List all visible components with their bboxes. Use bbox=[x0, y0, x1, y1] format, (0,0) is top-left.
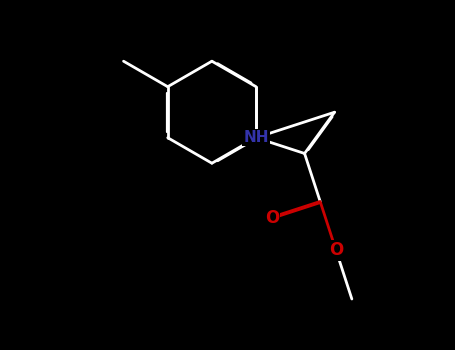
Text: NH: NH bbox=[243, 130, 269, 145]
Text: O: O bbox=[265, 209, 279, 227]
Text: O: O bbox=[329, 241, 343, 259]
